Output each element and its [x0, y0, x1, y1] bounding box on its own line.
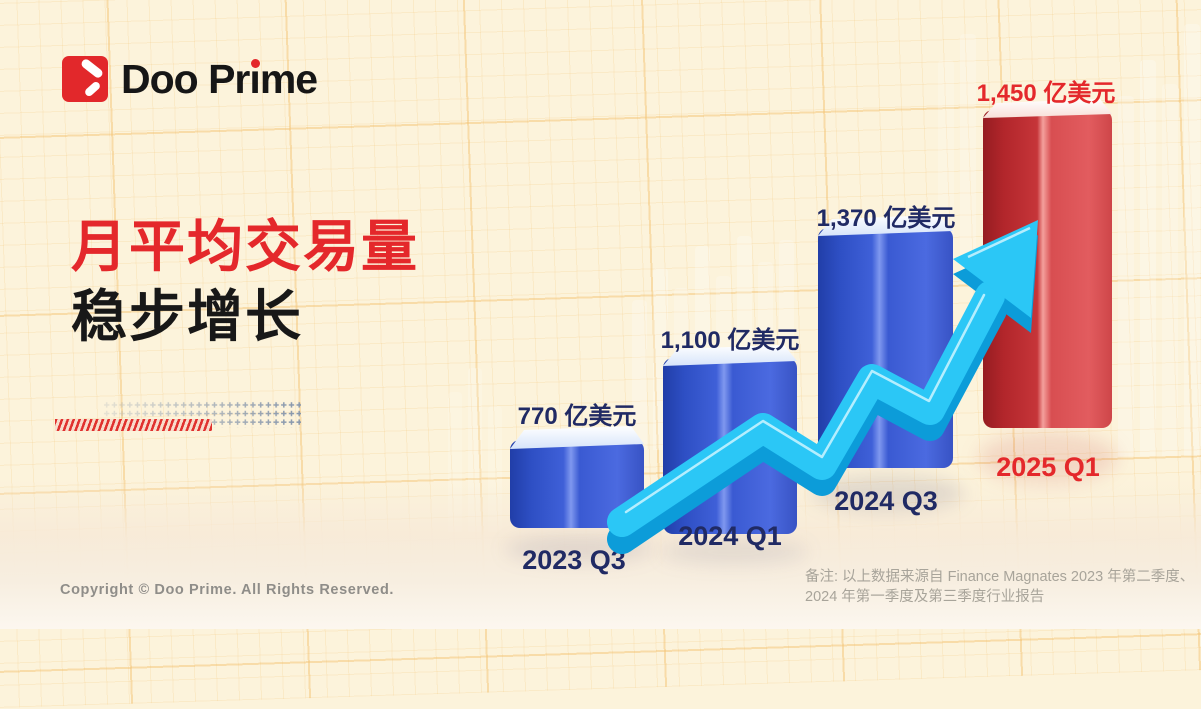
red-i-dot-icon — [250, 59, 260, 68]
value-label-2024-q3: 1,370 亿美元 — [816, 205, 956, 232]
wordmark-i-stem: ı — [249, 56, 260, 102]
category-label-2024-q3: 2024 Q3 — [834, 486, 938, 516]
bar-reflection — [978, 432, 1118, 484]
bar-2023-q3 — [510, 426, 644, 528]
hatched-bar-decoration — [55, 419, 212, 431]
page-title-line2: 稳步增长 — [71, 285, 303, 348]
wordmark-part: Doo Pr — [121, 56, 250, 102]
doo-prime-logo-icon — [62, 56, 108, 102]
bar-reflection — [660, 540, 808, 564]
value-label-2024-q1: 1,100 亿美元 — [660, 327, 800, 354]
wordmark-part: me — [259, 56, 318, 102]
bar-2025-q1 — [983, 99, 1112, 428]
data-source-note-line1: 备注: 以上数据来源自 Finance Magnates 2023 年第二季度、 — [805, 569, 1195, 585]
growth-trend-arrow-icon — [607, 220, 1038, 554]
category-label-2023-q3: 2023 Q3 — [522, 545, 626, 575]
copyright-text: Copyright © Doo Prime. All Rights Reserv… — [60, 582, 395, 598]
data-source-note-line2: 2024 年第一季度及第三季度行业报告 — [805, 589, 1045, 605]
wordmark-i: ı — [249, 56, 260, 102]
category-label-2025-q1: 2025 Q1 — [996, 452, 1100, 482]
page-title: 月平均交易量 稳步增长 — [71, 212, 419, 352]
doo-prime-wordmark: Doo Prı me — [121, 56, 318, 102]
data-source-note: 备注: 以上数据来源自 Finance Magnates 2023 年第二季度、… — [805, 567, 1200, 607]
category-label-2024-q1: 2024 Q1 — [678, 521, 782, 551]
doo-prime-logo: Doo Prı me — [62, 56, 318, 102]
page-title-line1: 月平均交易量 — [71, 215, 419, 278]
value-label-2025-q1: 1,450 亿美元 — [976, 80, 1116, 107]
value-label-2023-q3: 770 亿美元 — [517, 403, 637, 430]
